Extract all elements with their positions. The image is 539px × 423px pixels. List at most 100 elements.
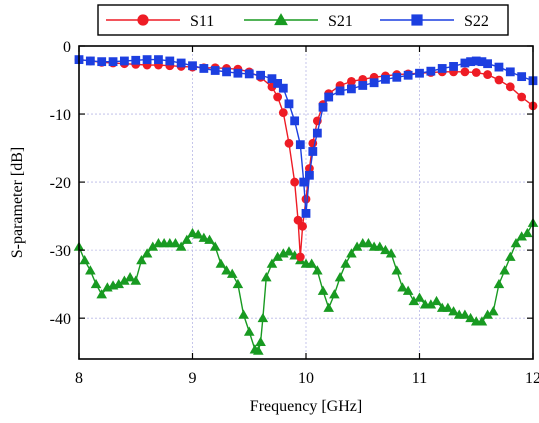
data-point [278,83,288,93]
data-point [317,285,329,295]
data-point [274,13,288,26]
legend-label: S11 [190,13,214,30]
data-point [147,241,159,251]
data-point [256,70,265,80]
data-point [471,56,481,66]
data-point [204,234,215,244]
data-point [85,265,96,275]
y-axis-label: S-parameter [dB] [9,147,26,259]
data-point [358,81,368,90]
data-point [363,238,374,248]
data-point [299,177,309,187]
data-point [175,241,187,251]
data-point [154,55,163,65]
data-point [108,57,118,67]
data-point [273,92,283,102]
data-point [192,229,204,239]
data-point [403,70,413,80]
data-point [397,282,408,292]
data-point [391,265,403,275]
y-tick-label: 0 [63,39,71,56]
data-point [210,66,220,75]
x-axis-label: Frequency [GHz] [250,398,362,415]
data-point [284,99,294,109]
data-point [460,58,470,68]
data-point [329,289,340,299]
data-point [324,92,334,102]
data-point [402,285,414,295]
data-point [131,55,141,65]
data-point [334,272,346,282]
data-point [124,272,136,282]
data-point [408,295,420,306]
y-tick-label: -40 [50,311,71,328]
data-point [130,275,142,285]
data-point [318,102,328,112]
data-point [425,299,437,309]
data-point [232,278,244,289]
data-point [437,64,447,73]
data-point [460,67,470,77]
data-point [293,215,303,225]
data-point [253,345,264,355]
data-point [381,74,390,84]
data-point [449,62,458,71]
data-point [471,68,481,77]
data-point [136,255,147,265]
data-point [442,302,454,312]
ticks: 8 9 10 11 12 0 -10 -20 -30 -40 [50,39,539,387]
data-point [411,14,423,26]
data-point [392,72,402,82]
y-tick-label: -20 [50,175,71,192]
data-point [493,278,505,289]
legend-label: S22 [464,13,489,30]
data-point [483,70,492,79]
legend-item-s21: S21 [244,13,353,30]
data-point [487,306,499,316]
data-point [301,194,311,204]
data-point [255,336,266,346]
data-point [222,67,231,77]
data-point [209,241,221,251]
data-point [284,138,294,148]
data-point [215,258,227,268]
data-point [516,231,527,241]
data-point [505,251,516,261]
data-point [266,258,278,268]
legend-item-s22: S22 [380,13,489,30]
data-point [414,292,425,302]
data-point [295,252,305,262]
data-point [176,58,186,68]
data-point [505,82,515,92]
data-point [119,275,130,285]
data-point [346,248,357,258]
series-s21 [73,217,539,355]
data-point [517,72,527,82]
data-point [522,227,533,238]
data-point [483,59,492,69]
series-layer [73,55,539,355]
data-point [510,238,522,248]
data-point [298,221,307,231]
data-point [120,56,129,66]
data-point [340,258,352,268]
data-point [90,278,102,289]
data-point [351,241,363,251]
data-point [499,265,510,275]
data-point [301,208,311,218]
data-point [465,312,476,323]
data-point [85,56,95,66]
data-point [494,62,504,72]
data-point [244,69,254,79]
data-point [257,312,269,323]
data-point [273,79,283,88]
data-point [466,57,475,67]
data-point [431,295,442,306]
data-point [347,84,356,94]
data-point [323,302,334,312]
legend: S11 S21 S22 [97,4,509,36]
data-point [165,56,175,66]
data-point [494,75,504,85]
data-point [385,248,397,258]
data-point [380,244,391,255]
